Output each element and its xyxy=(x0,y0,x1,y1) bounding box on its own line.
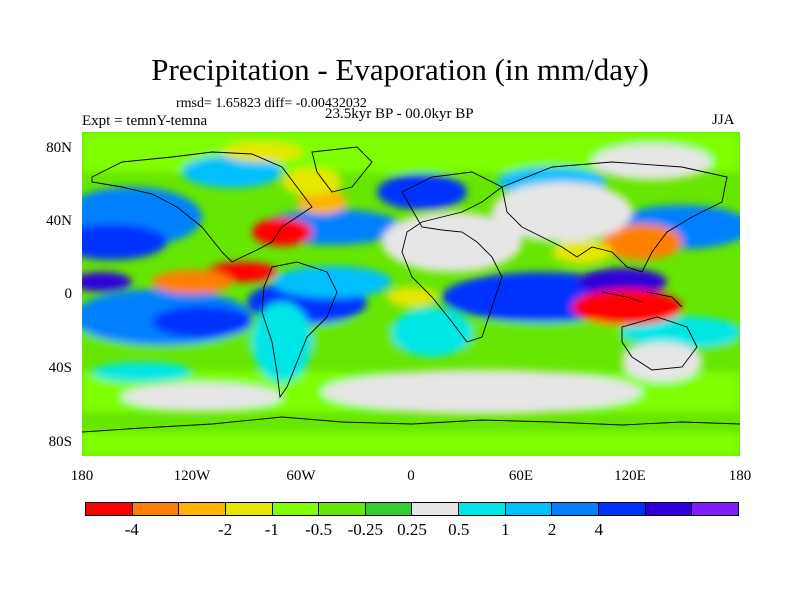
lat-label-40s: 40S xyxy=(48,360,72,376)
colorbar-label: 2 xyxy=(547,520,557,539)
colorbar-swatch xyxy=(132,503,180,515)
colorbar-swatch xyxy=(225,503,273,515)
lon-label-60w: 60W xyxy=(286,468,316,484)
colorbar-label: 0.25 xyxy=(397,520,427,539)
colorbar-swatch xyxy=(86,503,133,515)
colorbar-label: -0.25 xyxy=(347,520,383,539)
colorbar-label: 1 xyxy=(501,520,510,539)
colorbar-swatch xyxy=(552,503,600,515)
lon-label-180e: 180 xyxy=(728,468,752,484)
season-label: JJA xyxy=(712,112,735,128)
coastlines xyxy=(82,146,740,433)
colorbar-label: -2 xyxy=(218,520,233,539)
plot-title: Precipitation - Evaporation (in mm/day) xyxy=(151,52,649,87)
colorbar-label: -4 xyxy=(124,520,139,539)
lat-label-40n: 40N xyxy=(46,213,72,229)
stats-line: rmsd= 1.65823 diff= -0.00432032 xyxy=(176,96,367,111)
colorbar-label: 0.5 xyxy=(448,520,470,539)
precip-minus-evap-map xyxy=(82,132,740,456)
colorbar-label: -1 xyxy=(264,520,279,539)
colorbar-swatch xyxy=(319,503,366,515)
colorbar-swatch xyxy=(505,503,553,515)
period-label: 23.5kyr BP - 00.0kyr BP xyxy=(325,106,474,122)
colorbar-swatch xyxy=(412,503,460,515)
lat-label-80n: 80N xyxy=(46,140,72,156)
lon-label-180w: 180 xyxy=(70,468,94,484)
lon-label-0: 0 xyxy=(407,468,415,484)
lon-label-120w: 120W xyxy=(173,468,211,484)
colorbar-swatch xyxy=(365,503,413,515)
colorbar-swatch xyxy=(179,503,226,515)
colorbar-swatch xyxy=(272,503,320,515)
lat-label-0: 0 xyxy=(64,286,73,302)
colorbar-swatch xyxy=(599,503,646,515)
lon-label-60e: 60E xyxy=(508,468,534,484)
lon-label-120e: 120E xyxy=(614,468,646,484)
colorbar-label: -0.5 xyxy=(305,520,333,539)
map-svg xyxy=(82,132,740,456)
lat-label-80s: 80S xyxy=(48,434,72,450)
experiment-label: Expt = temnY-temna xyxy=(82,113,208,129)
colorbar-swatch xyxy=(645,503,693,515)
colorbar-swatch xyxy=(692,503,738,515)
colorbar xyxy=(85,502,739,516)
colorbar-label: 4 xyxy=(594,520,604,539)
colorbar-swatch xyxy=(459,503,506,515)
